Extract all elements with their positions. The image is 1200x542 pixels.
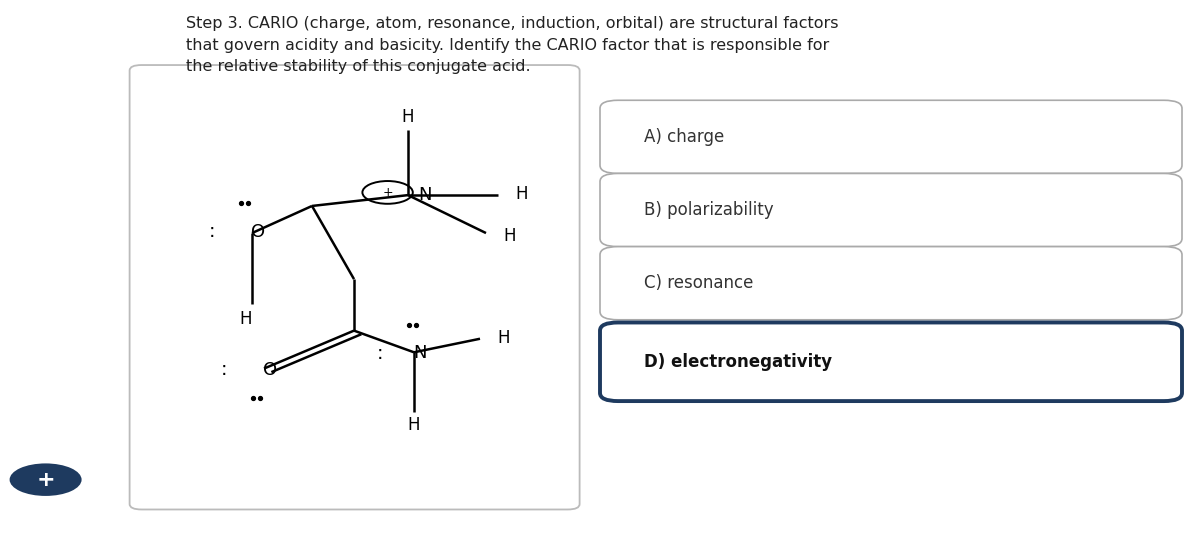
FancyBboxPatch shape (600, 322, 1182, 401)
Text: +: + (383, 186, 392, 199)
Text: H: H (240, 309, 252, 328)
Text: H: H (402, 107, 414, 126)
Text: H: H (408, 416, 420, 435)
FancyBboxPatch shape (600, 247, 1182, 320)
Text: :: : (377, 344, 384, 363)
Text: H: H (516, 185, 528, 203)
Text: :: : (221, 360, 228, 379)
Circle shape (10, 463, 82, 496)
Text: O: O (263, 360, 277, 379)
Text: C) resonance: C) resonance (644, 274, 754, 292)
Text: O: O (251, 223, 265, 241)
FancyBboxPatch shape (600, 100, 1182, 173)
Text: N: N (418, 186, 432, 204)
Text: H: H (504, 227, 516, 245)
FancyBboxPatch shape (600, 173, 1182, 247)
Text: +: + (36, 470, 55, 489)
Text: A) charge: A) charge (644, 128, 725, 146)
Text: B) polarizability: B) polarizability (644, 201, 774, 219)
Text: D) electronegativity: D) electronegativity (644, 353, 833, 371)
Text: Step 3. CARIO (charge, atom, resonance, induction, orbital) are structural facto: Step 3. CARIO (charge, atom, resonance, … (186, 16, 839, 74)
Text: H: H (498, 328, 510, 347)
Text: N: N (413, 344, 427, 363)
Text: :: : (209, 222, 216, 242)
FancyBboxPatch shape (130, 65, 580, 509)
